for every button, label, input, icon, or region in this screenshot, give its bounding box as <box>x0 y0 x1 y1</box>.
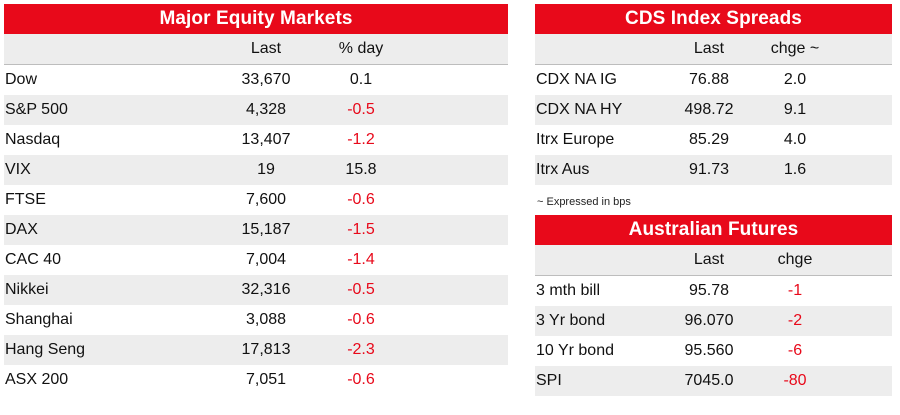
row-change: -2.3 <box>347 341 375 358</box>
table-row: 10 Yr bond 95.560 -6 <box>535 336 892 366</box>
row-last: 7,004 <box>245 251 287 268</box>
equity-title: Major Equity Markets <box>4 4 508 34</box>
cds-col-change: chge ~ <box>770 40 820 57</box>
australian-futures-table: Australian Futures Last chge 3 mth bill 9… <box>535 215 892 396</box>
row-last: 95.560 <box>684 342 734 359</box>
table-row: CDX NA IG 76.88 2.0 <box>535 65 892 95</box>
row-change: -6 <box>787 342 803 359</box>
table-row: Nasdaq 13,407 -1.2 <box>4 125 508 155</box>
row-change: -1.4 <box>347 251 375 268</box>
table-row: Itrx Aus 91.73 1.6 <box>535 155 892 185</box>
row-change: 1.6 <box>783 161 807 178</box>
table-row: CAC 40 7,004 -1.4 <box>4 245 508 275</box>
row-last: 33,670 <box>241 71 291 88</box>
row-name: Itrx Europe <box>536 131 615 148</box>
row-last: 7045.0 <box>684 372 734 389</box>
row-change: -1 <box>787 282 803 299</box>
row-last: 19 <box>257 161 275 178</box>
row-name: VIX <box>5 161 31 178</box>
cds-col-last: Last <box>693 40 725 57</box>
row-change: -1.2 <box>347 131 375 148</box>
row-change: -0.6 <box>347 311 375 328</box>
futures-rows: 3 mth bill 95.78 -1 3 Yr bond 96.070 -2 10 Yr … <box>535 276 892 396</box>
table-row: DAX 15,187 -1.5 <box>4 215 508 245</box>
row-change: 0.1 <box>349 71 373 88</box>
table-row: CDX NA HY 498.72 9.1 <box>535 95 892 125</box>
equity-rows: Dow 33,670 0.1 S&P 500 4,328 -0.5 Nasdaq 13,407… <box>4 65 508 395</box>
row-last: 13,407 <box>241 131 291 148</box>
row-change: -0.5 <box>347 281 375 298</box>
row-name: Nasdaq <box>5 131 61 148</box>
row-last: 4,328 <box>245 101 287 118</box>
row-name: FTSE <box>5 191 46 208</box>
row-change: -2 <box>787 312 803 329</box>
row-name: 3 Yr bond <box>536 312 606 329</box>
row-last: 7,051 <box>245 371 287 388</box>
futures-col-change: chge <box>777 251 813 268</box>
row-name: Hang Seng <box>5 341 86 358</box>
futures-col-last: Last <box>693 251 725 268</box>
table-row: Dow 33,670 0.1 <box>4 65 508 95</box>
table-row: 3 Yr bond 96.070 -2 <box>535 306 892 336</box>
cds-footnote: ~ Expressed in bps <box>537 196 631 208</box>
row-name: 3 mth bill <box>536 282 601 299</box>
equity-col-change: % day <box>338 40 384 57</box>
row-last: 91.73 <box>688 161 730 178</box>
equity-markets-table: Major Equity Markets Last % day Dow 33,67… <box>4 4 508 395</box>
row-change: 4.0 <box>783 131 807 148</box>
row-name: ASX 200 <box>5 371 69 388</box>
row-change: 9.1 <box>783 101 807 118</box>
row-last: 7,600 <box>245 191 287 208</box>
cds-spreads-table: CDS Index Spreads Last chge ~ CDX NA IG 7… <box>535 4 892 185</box>
row-last: 498.72 <box>684 101 734 118</box>
table-row: Itrx Europe 85.29 4.0 <box>535 125 892 155</box>
row-name: Nikkei <box>5 281 49 298</box>
row-name: CDX NA HY <box>536 101 623 118</box>
row-change: 2.0 <box>783 71 807 88</box>
row-change: -0.6 <box>347 191 375 208</box>
cds-rows: CDX NA IG 76.88 2.0 CDX NA HY 498.72 9.1 Itrx … <box>535 65 892 185</box>
row-last: 32,316 <box>241 281 291 298</box>
row-last: 15,187 <box>241 221 291 238</box>
table-row: 3 mth bill 95.78 -1 <box>535 276 892 306</box>
row-change: -0.5 <box>347 101 375 118</box>
row-change: -80 <box>783 372 807 389</box>
row-name: Shanghai <box>5 311 73 328</box>
row-name: Dow <box>5 71 38 88</box>
row-last: 85.29 <box>688 131 730 148</box>
equity-col-last: Last <box>250 40 282 57</box>
table-row: S&P 500 4,328 -0.5 <box>4 95 508 125</box>
row-name: S&P 500 <box>5 101 68 118</box>
row-last: 17,813 <box>241 341 291 358</box>
futures-header-row: Last chge <box>535 245 892 276</box>
futures-title: Australian Futures <box>535 215 892 245</box>
equity-header-row: Last % day <box>4 34 508 65</box>
row-name: CDX NA IG <box>536 71 617 88</box>
table-row: Hang Seng 17,813 -2.3 <box>4 335 508 365</box>
row-last: 76.88 <box>688 71 730 88</box>
table-row: Nikkei 32,316 -0.5 <box>4 275 508 305</box>
cds-title: CDS Index Spreads <box>535 4 892 34</box>
row-last: 95.78 <box>688 282 730 299</box>
row-name: 10 Yr bond <box>536 342 614 359</box>
row-last: 96.070 <box>684 312 734 329</box>
cds-header-row: Last chge ~ <box>535 34 892 65</box>
table-row: SPI 7045.0 -80 <box>535 366 892 396</box>
table-row: ASX 200 7,051 -0.6 <box>4 365 508 395</box>
table-row: VIX 19 15.8 <box>4 155 508 185</box>
row-name: Itrx Aus <box>536 161 590 178</box>
row-change: -0.6 <box>347 371 375 388</box>
row-name: CAC 40 <box>5 251 62 268</box>
table-row: FTSE 7,600 -0.6 <box>4 185 508 215</box>
row-last: 3,088 <box>245 311 287 328</box>
table-row: Shanghai 3,088 -0.6 <box>4 305 508 335</box>
row-name: DAX <box>5 221 38 238</box>
row-name: SPI <box>536 372 562 389</box>
row-change: 15.8 <box>345 161 377 178</box>
row-change: -1.5 <box>347 221 375 238</box>
